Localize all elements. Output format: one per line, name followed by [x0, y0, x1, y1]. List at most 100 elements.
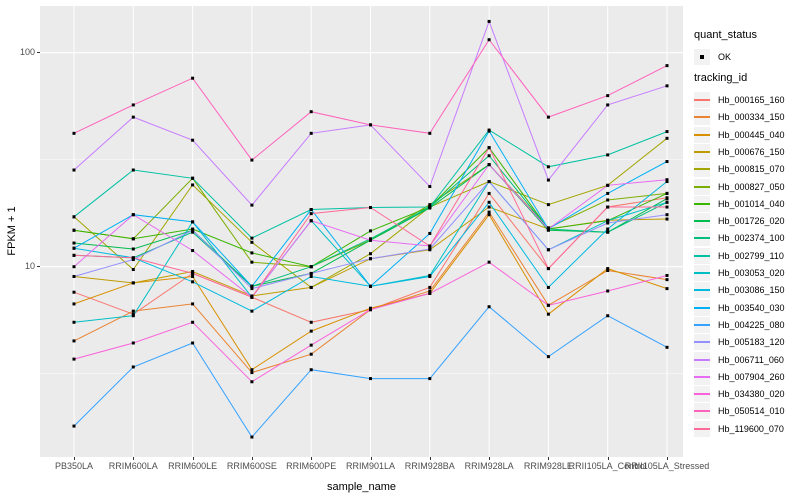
- data-point: [72, 274, 76, 278]
- legend-line-icon: [694, 427, 710, 430]
- data-point: [309, 368, 313, 372]
- data-point: [665, 345, 669, 349]
- data-point: [131, 309, 135, 313]
- legend-label: Hb_004225_080: [718, 319, 785, 330]
- legend-label: Hb_005183_120: [718, 337, 785, 348]
- legend-title-quant-status: quant_status: [694, 29, 757, 41]
- x-tick-label: RRIM600PE: [286, 461, 337, 471]
- data-point: [369, 257, 372, 261]
- x-tick-label: RRII105LA_Stressed: [624, 461, 710, 471]
- data-point: [131, 258, 135, 262]
- data-point: [72, 246, 76, 250]
- legend-label: Hb_000165_160: [718, 95, 785, 105]
- data-point: [546, 227, 550, 231]
- data-point: [191, 269, 195, 273]
- data-point: [665, 205, 669, 209]
- data-point: [428, 231, 432, 235]
- x-tick-label: RRII105LA_Control: [568, 461, 647, 471]
- legend-line-icon: [694, 254, 710, 257]
- data-point: [606, 153, 610, 157]
- data-point: [250, 309, 254, 313]
- legend-label: Hb_000827_050: [718, 181, 785, 192]
- data-point: [131, 247, 135, 251]
- data-point: [428, 285, 432, 289]
- data-point: [369, 229, 372, 233]
- data-point: [309, 285, 313, 289]
- x-tick-mark: [192, 457, 194, 460]
- legend-label: Hb_006711_060: [718, 354, 784, 365]
- data-point: [131, 168, 135, 172]
- data-point: [546, 355, 550, 359]
- legend-line-icon: [694, 150, 710, 153]
- legend-key-Hb_000334_150: [694, 109, 710, 126]
- data-point: [606, 103, 610, 107]
- data-point: [72, 265, 76, 269]
- data-point: [309, 271, 313, 275]
- legend-label: Hb_000676_150: [718, 146, 785, 157]
- data-point: [606, 94, 610, 98]
- data-point: [606, 191, 610, 195]
- legend-label: Hb_003053_020: [718, 268, 785, 278]
- data-point: [369, 284, 372, 288]
- legend-line-icon: [694, 306, 710, 309]
- data-point: [487, 191, 491, 195]
- legend-line-icon: [694, 116, 710, 119]
- legend-label: Hb_007904_260: [718, 371, 785, 382]
- data-point: [72, 424, 76, 428]
- data-point: [191, 320, 195, 324]
- legend-key-Hb_002799_110: [694, 247, 710, 264]
- data-point: [309, 110, 313, 114]
- legend-line-icon: [694, 185, 710, 188]
- data-point: [191, 176, 195, 180]
- data-point: [191, 228, 195, 232]
- legend-key-Hb_003053_020: [694, 265, 710, 281]
- legend-line-icon: [694, 168, 710, 171]
- data-point: [131, 281, 135, 285]
- data-point: [250, 287, 254, 291]
- legend-line-icon: [694, 202, 710, 205]
- data-point: [72, 339, 76, 343]
- legend-line-icon: [694, 358, 710, 361]
- legend-key-Hb_004225_080: [694, 316, 710, 333]
- data-point: [72, 302, 76, 306]
- data-point: [250, 368, 254, 372]
- legend-key-Hb_000676_150: [694, 143, 710, 160]
- data-point: [546, 203, 550, 207]
- legend-line-icon: [694, 341, 710, 344]
- data-point: [428, 291, 432, 295]
- legend-title-tracking-id: tracking_id: [694, 72, 748, 84]
- data-point: [191, 302, 195, 306]
- legend-key-Hb_000445_040: [694, 126, 710, 143]
- data-point: [191, 249, 195, 253]
- x-tick-mark: [489, 457, 491, 460]
- data-point: [191, 220, 195, 224]
- data-point: [191, 341, 195, 345]
- data-point: [487, 19, 491, 23]
- plot-panel: [40, 6, 683, 457]
- legend-line-icon: [694, 393, 710, 396]
- y-axis-title: FPKM + 1: [6, 206, 18, 256]
- legend-label: Hb_003086_150: [718, 285, 785, 296]
- x-tick-label: RRIM901LA: [345, 461, 396, 471]
- data-point: [487, 260, 491, 264]
- legend-key-Hb_006711_060: [694, 351, 710, 368]
- x-tick-mark: [133, 457, 135, 460]
- data-point: [487, 146, 491, 150]
- data-point: [72, 357, 76, 361]
- legend-label: Hb_034380_020: [718, 389, 785, 400]
- legend-key-Hb_000165_160: [694, 92, 710, 108]
- x-tick-label: RRIM600LE: [168, 461, 218, 471]
- data-point: [309, 274, 313, 278]
- data-point: [428, 203, 432, 207]
- data-point: [428, 205, 432, 209]
- data-point: [606, 221, 610, 225]
- x-tick-label: PB350LA: [54, 461, 94, 471]
- data-point: [546, 248, 550, 252]
- data-point: [487, 129, 491, 133]
- x-tick-label: RRIM600SE: [226, 461, 277, 471]
- data-point: [665, 180, 669, 184]
- data-point: [665, 197, 669, 201]
- data-point: [191, 274, 195, 278]
- legend-label: Hb_001014_040: [718, 198, 785, 209]
- legend-line-icon: [694, 237, 710, 240]
